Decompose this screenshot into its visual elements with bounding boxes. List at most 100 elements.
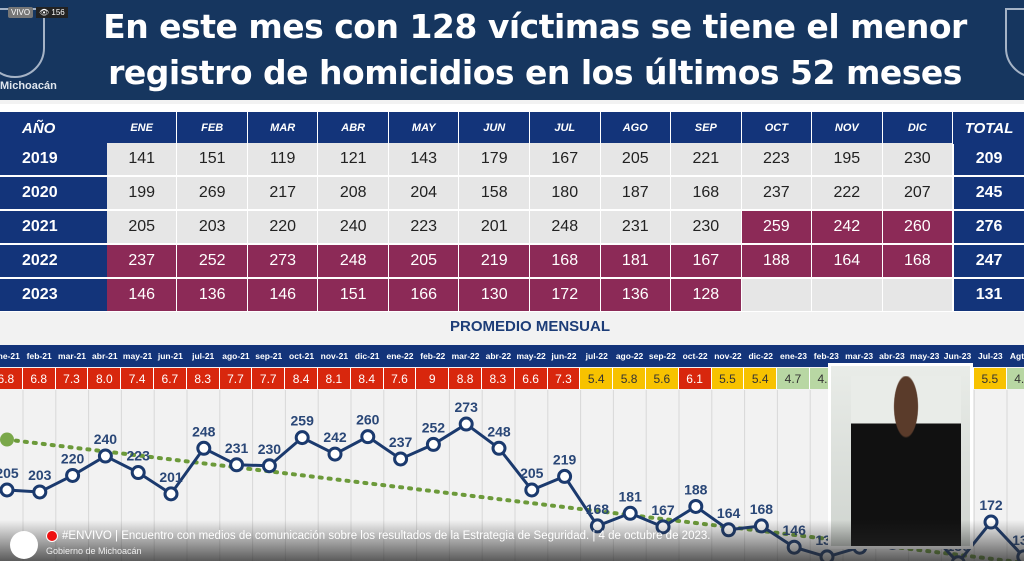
data-point bbox=[196, 440, 212, 456]
viewer-count-value: 156 bbox=[51, 8, 65, 17]
promedio-value: 5.8 bbox=[613, 368, 646, 389]
promedio-month: nov-21 bbox=[320, 351, 349, 361]
promedio-month: mar-21 bbox=[58, 351, 86, 361]
value-cell: 199 bbox=[106, 177, 178, 209]
data-point bbox=[163, 486, 179, 502]
value-cell: 195 bbox=[812, 143, 883, 175]
data-point bbox=[491, 440, 507, 456]
table-header-row: AÑO ENE FEB MAR ABR MAY JUN JUL AGO SEP OCT NOV DIC T… bbox=[0, 112, 1024, 144]
promedio-month: mar-23 bbox=[845, 351, 874, 361]
promedio-month: abr-21 bbox=[92, 351, 118, 361]
promedio-month: dic-21 bbox=[354, 351, 380, 361]
table-row: 2019 141 151 119 121 143 179 167 205 221 223 195 230… bbox=[0, 143, 1024, 175]
total-cell: 276 bbox=[954, 211, 1024, 243]
data-label: 248 bbox=[192, 423, 216, 439]
data-label: 240 bbox=[94, 431, 118, 447]
data-label: 242 bbox=[323, 429, 347, 445]
stream-caption: #ENVIVO | Encuentro con medios de comuni… bbox=[62, 530, 711, 542]
total-cell: 245 bbox=[954, 177, 1024, 209]
promedio-value: 8.3 bbox=[186, 368, 220, 389]
value-cell: 221 bbox=[671, 143, 742, 175]
live-dot-icon bbox=[46, 530, 58, 542]
promedio-month: ago-22 bbox=[615, 351, 644, 361]
data-point bbox=[261, 458, 277, 474]
data-label: 273 bbox=[455, 399, 479, 415]
value-cell: 172 bbox=[530, 279, 601, 311]
data-label: 205 bbox=[0, 465, 19, 481]
data-point bbox=[65, 467, 81, 483]
promedio-value: 7.4 bbox=[121, 368, 154, 389]
data-point bbox=[393, 451, 409, 467]
data-label: 220 bbox=[61, 450, 85, 466]
data-label: 201 bbox=[159, 469, 183, 485]
promedio-month: mar-22 bbox=[451, 351, 480, 361]
channel-name[interactable]: Gobierno de Michoacán bbox=[46, 546, 142, 556]
month-header: MAY bbox=[389, 112, 460, 144]
value-cell: 208 bbox=[318, 177, 389, 209]
value-cell: 119 bbox=[247, 143, 319, 175]
data-label: 252 bbox=[422, 419, 446, 435]
title-line-1: En este mes con 128 víctimas se tiene el… bbox=[103, 7, 967, 46]
value-cell: 273 bbox=[247, 245, 319, 277]
promedio-month-row: ene-21 feb-21 mar-21 abr-21 may-21 jun-21 jul-… bbox=[0, 345, 1024, 367]
value-cell: 166 bbox=[388, 279, 460, 311]
table-row: 2022 237 252 273 248 205 219 168 181 167 188 164 168… bbox=[0, 245, 1024, 277]
promedio-value: 5.5 bbox=[711, 368, 745, 389]
promedio-value: 7.7 bbox=[252, 368, 286, 389]
value-cell: 167 bbox=[671, 245, 742, 277]
month-header: AGO bbox=[601, 112, 672, 144]
promedio-month: dic-22 bbox=[748, 351, 774, 361]
data-point bbox=[622, 505, 638, 521]
value-cell: 141 bbox=[106, 143, 178, 175]
value-cell: 179 bbox=[459, 143, 530, 175]
value-cell: 151 bbox=[318, 279, 389, 311]
data-point bbox=[524, 482, 540, 498]
value-cell: 146 bbox=[247, 279, 319, 311]
promedio-title: PROMEDIO MENSUAL bbox=[449, 318, 610, 335]
value-cell: 230 bbox=[671, 211, 742, 243]
data-label: 203 bbox=[28, 467, 52, 483]
value-cell: 205 bbox=[388, 245, 460, 277]
data-point bbox=[688, 498, 704, 514]
total-cell: 209 bbox=[954, 143, 1024, 175]
value-cell: 259 bbox=[741, 211, 813, 243]
homicide-table: AÑO ENE FEB MAR ABR MAY JUN JUL AGO SEP OCT NOV DIC T… bbox=[0, 104, 1024, 312]
table-row: 2020 199 269 217 208 204 158 180 187 168 237 222 207… bbox=[0, 177, 1024, 209]
promedio-value: 5.5 bbox=[973, 368, 1007, 389]
year-cell: 2020 bbox=[0, 177, 107, 209]
value-cell: 223 bbox=[388, 211, 460, 243]
promedio-value: 8.8 bbox=[449, 368, 482, 389]
data-point bbox=[0, 482, 15, 498]
promedio-value: 4.3 bbox=[1006, 368, 1024, 389]
interpreter-image bbox=[851, 376, 961, 546]
value-cell: 219 bbox=[459, 245, 530, 277]
value-cell: 204 bbox=[388, 177, 460, 209]
data-label: 231 bbox=[225, 440, 249, 456]
month-header: ABR bbox=[318, 112, 389, 144]
value-cell: 136 bbox=[177, 279, 248, 311]
month-header: OCT bbox=[742, 112, 813, 144]
promedio-value: 4.7 bbox=[777, 368, 810, 389]
promedio-month: nov-22 bbox=[714, 351, 742, 361]
promedio-value: 7.7 bbox=[219, 368, 253, 389]
promedio-month: ago-21 bbox=[222, 351, 250, 361]
sign-language-interpreter-video bbox=[828, 363, 973, 549]
value-cell: 248 bbox=[318, 245, 389, 277]
channel-avatar[interactable] bbox=[10, 531, 38, 559]
table-row: 2023 146 136 146 151 166 130 172 136 128 131 bbox=[0, 279, 1024, 311]
data-label: 167 bbox=[651, 502, 675, 518]
total-cell: 131 bbox=[954, 279, 1024, 311]
value-cell: 231 bbox=[600, 211, 672, 243]
promedio-month: abr-22 bbox=[485, 351, 512, 361]
data-point bbox=[360, 429, 376, 445]
promedio-month: feb-21 bbox=[26, 351, 52, 361]
value-cell: 220 bbox=[247, 211, 319, 243]
value-cell: 168 bbox=[882, 245, 954, 277]
value-cell: 203 bbox=[177, 211, 248, 243]
value-cell: 201 bbox=[459, 211, 530, 243]
promedio-month: may-21 bbox=[122, 351, 153, 361]
promedio-month: abr-23 bbox=[879, 351, 905, 361]
value-cell: 223 bbox=[741, 143, 813, 175]
seguridad-logo bbox=[1005, 8, 1024, 78]
value-cell: 146 bbox=[106, 279, 178, 311]
